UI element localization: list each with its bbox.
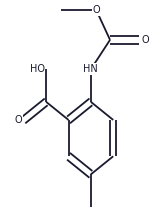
- Text: O: O: [141, 35, 149, 45]
- Text: HO: HO: [30, 64, 45, 74]
- Text: O: O: [15, 115, 22, 125]
- Text: HN: HN: [84, 64, 98, 74]
- Text: O: O: [93, 5, 100, 16]
